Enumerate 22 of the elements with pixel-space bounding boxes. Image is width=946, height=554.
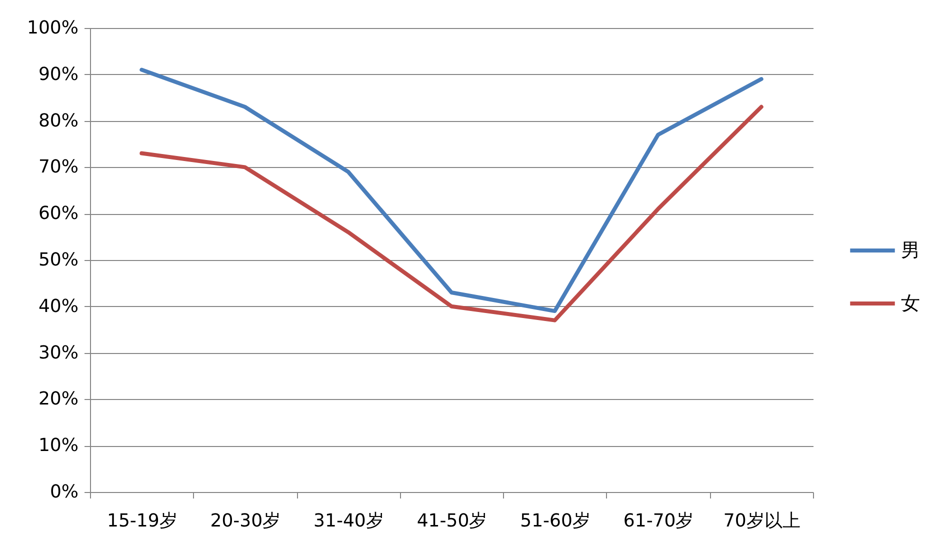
x-tick-label: 41-50岁 [416, 510, 488, 532]
legend-label: 女 [901, 292, 920, 314]
y-tick-label: 70% [38, 156, 78, 178]
x-tick-label: 20-30岁 [210, 510, 281, 532]
y-tick-label: 30% [38, 342, 78, 364]
x-tick-label: 15-19岁 [106, 510, 178, 532]
y-tick-label: 100% [27, 18, 78, 38]
x-tick-label: 51-60岁 [520, 510, 590, 532]
legend-label: 男 [901, 240, 920, 262]
x-tick-label: 31-40岁 [314, 510, 384, 532]
y-tick-label: 50% [38, 250, 78, 270]
y-tick-label: 80% [38, 110, 78, 132]
x-tick-label: 61-70岁 [623, 510, 694, 532]
y-tick-label: 60% [38, 203, 78, 224]
y-tick-label: 90% [38, 64, 78, 85]
y-tick-label: 10% [38, 435, 78, 456]
y-tick-label: 20% [38, 388, 78, 410]
y-tick-label: 0% [50, 482, 78, 502]
y-tick-label: 40% [38, 296, 78, 317]
x-tick-label: 70岁以上 [723, 510, 800, 532]
line-series [140, 68, 764, 314]
line-series [140, 104, 764, 322]
